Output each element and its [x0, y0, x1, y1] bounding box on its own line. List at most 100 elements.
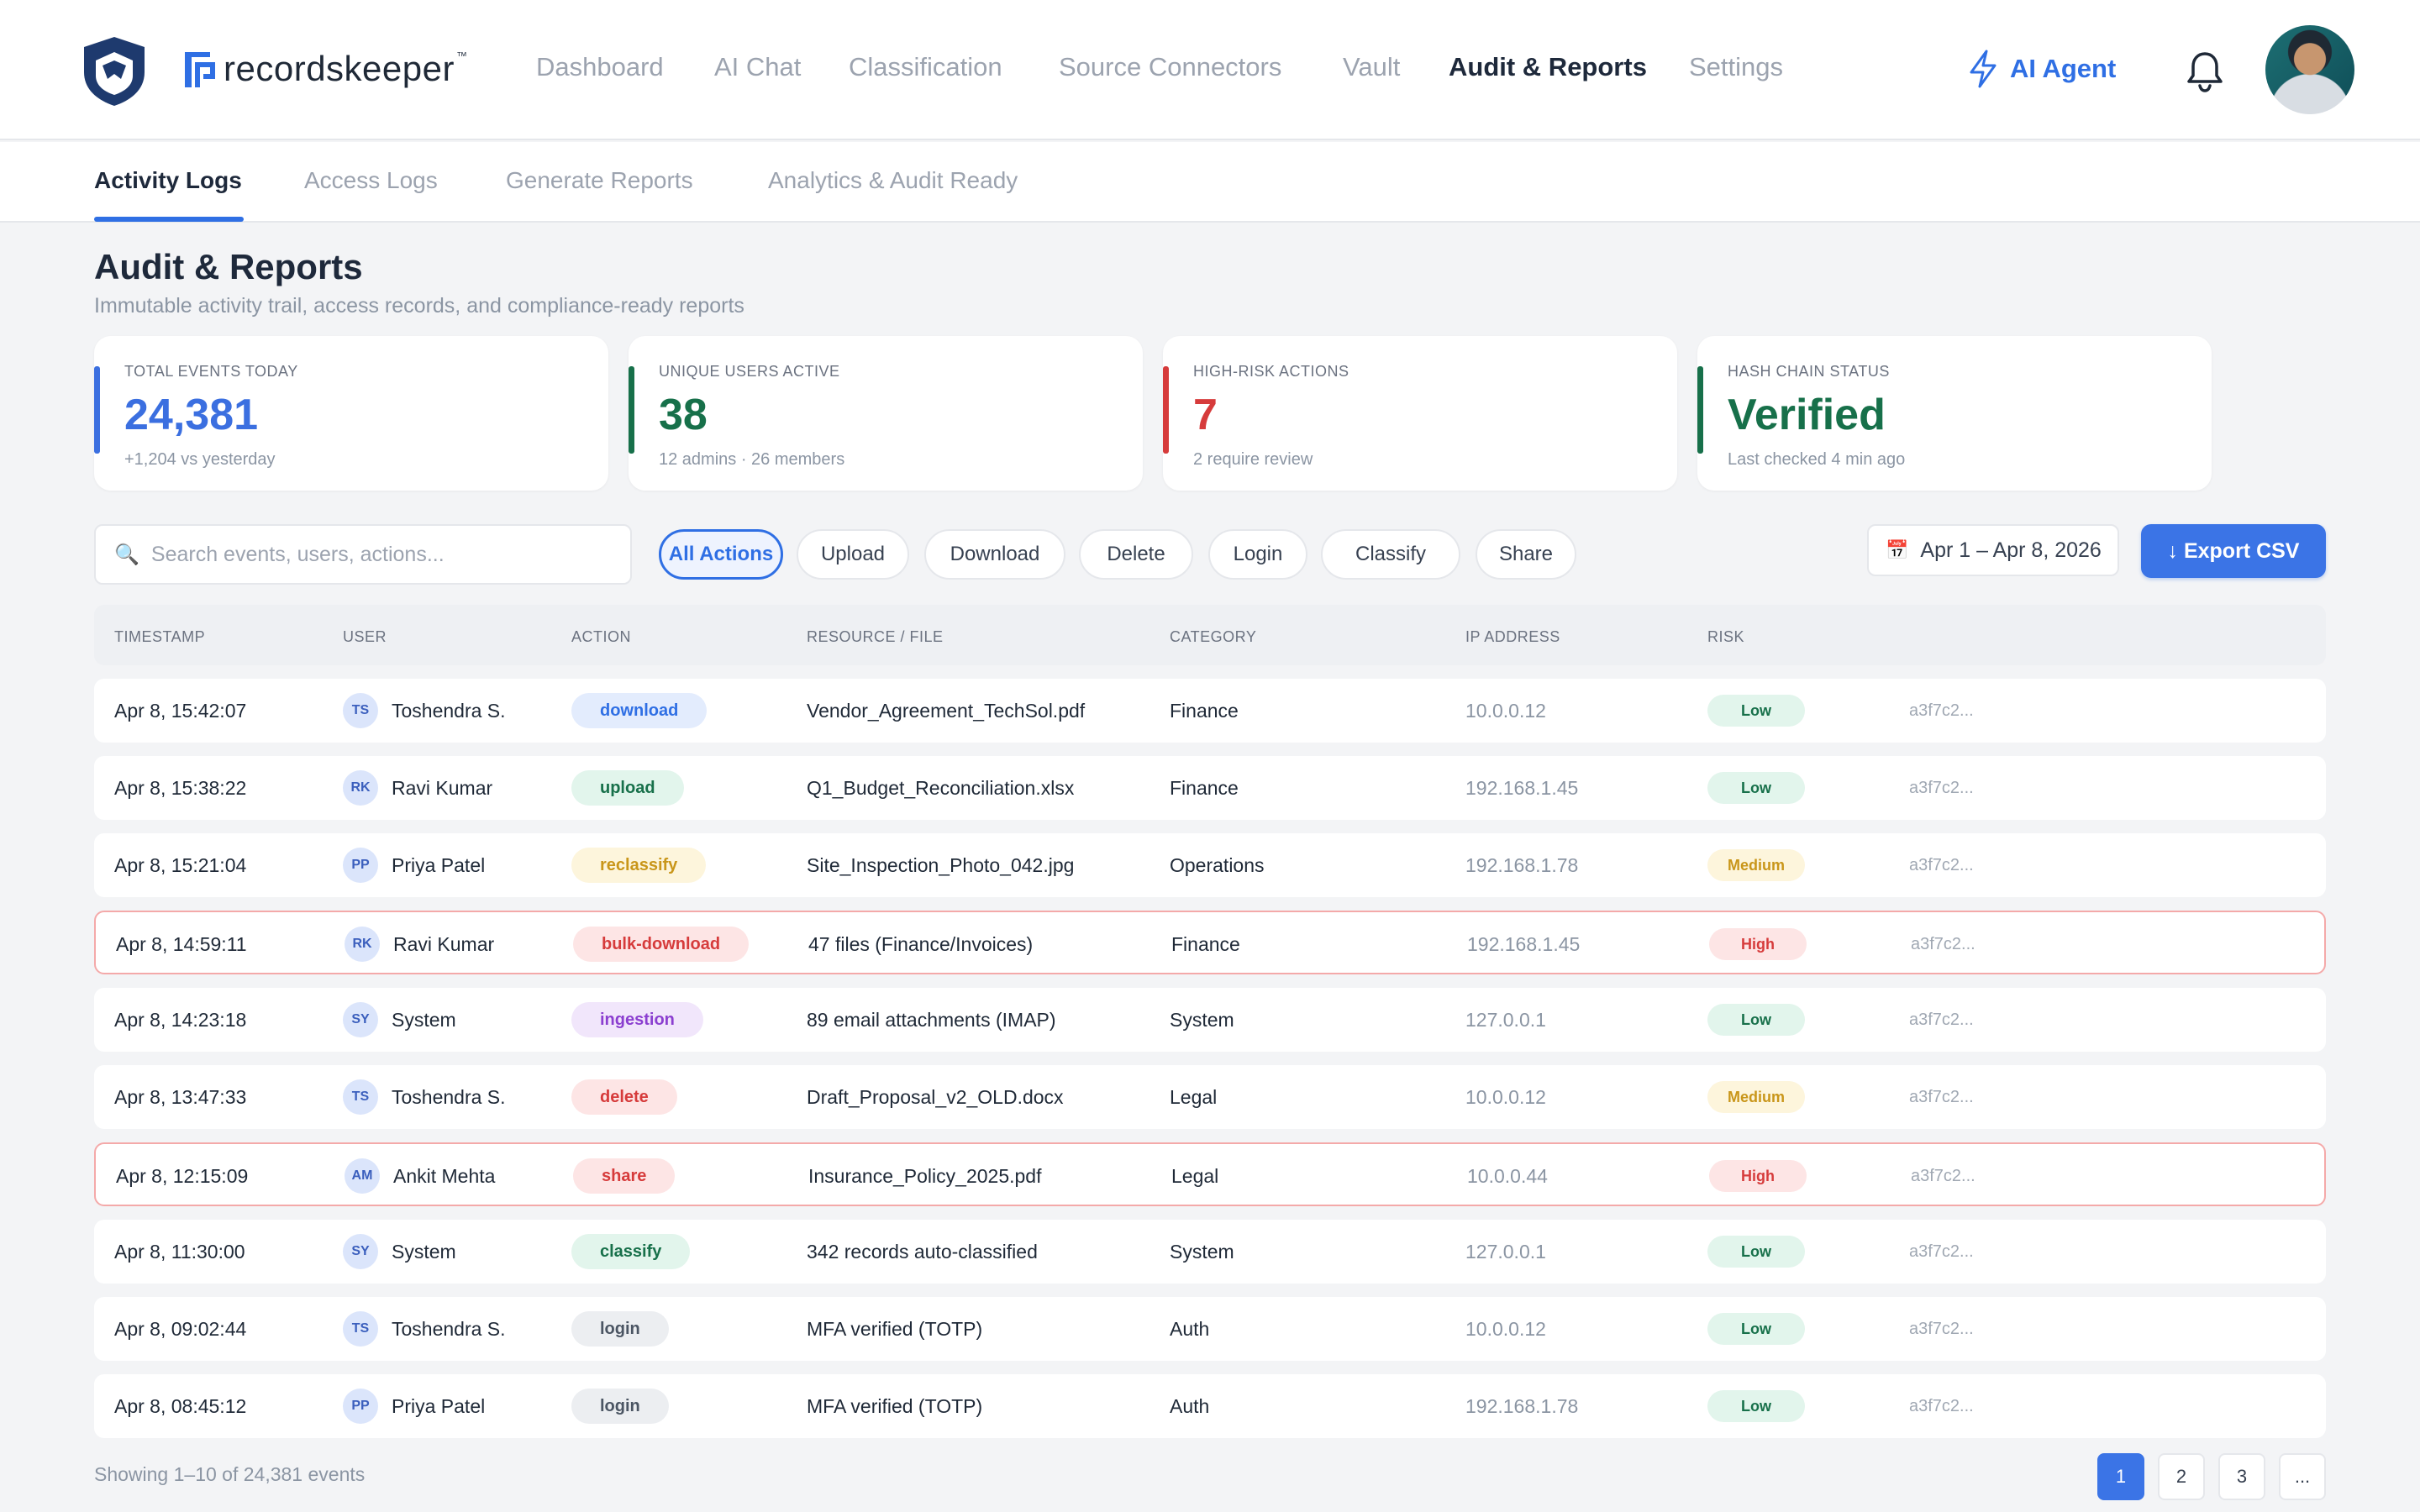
page-button-3[interactable]: 3: [2218, 1453, 2265, 1500]
cell-user: RK Ravi Kumar: [345, 912, 494, 976]
nav-source-connectors[interactable]: Source Connectors: [1059, 52, 1282, 81]
cell-risk: High: [1709, 912, 1807, 976]
cell-category: System: [1170, 1240, 1234, 1263]
cell-user: PP Priya Patel: [343, 833, 485, 897]
cell-hash: a3f7c2...: [1909, 855, 1974, 874]
page-button-1[interactable]: 1: [2097, 1453, 2144, 1500]
filter-chip-all-actions[interactable]: All Actions: [659, 529, 783, 580]
cell-user: AM Ankit Mehta: [345, 1144, 495, 1208]
ai-agent-label: AI Agent: [2010, 54, 2117, 83]
cell-category: Auth: [1170, 1317, 1210, 1340]
cell-hash: a3f7c2...: [1909, 1319, 1974, 1338]
tab-activity-logs[interactable]: Activity Logs: [94, 167, 242, 193]
table-row[interactable]: Apr 8, 15:42:07 TS Toshendra S. download Ven…: [94, 679, 2326, 743]
cell-risk: High: [1709, 1144, 1807, 1208]
cell-timestamp: Apr 8, 13:47:33: [114, 1085, 247, 1108]
risk-badge: Low: [1707, 1390, 1805, 1422]
table-row[interactable]: Apr 8, 13:47:33 TS Toshendra S. delete Draft…: [94, 1065, 2326, 1129]
table-row[interactable]: Apr 8, 11:30:00 SY System classify 342 recor…: [94, 1220, 2326, 1284]
table-row[interactable]: Apr 8, 12:15:09 AM Ankit Mehta share Insuran…: [94, 1142, 2326, 1206]
stat-note: 12 admins · 26 members: [659, 450, 845, 469]
cell-action: upload: [571, 756, 684, 820]
search-input[interactable]: [150, 542, 622, 567]
cell-resource: 47 files (Finance/Invoices): [808, 932, 1034, 955]
cell-resource: Draft_Proposal_v2_OLD.docx: [807, 1085, 1064, 1108]
nav-vault[interactable]: Vault: [1343, 52, 1401, 81]
filter-chip-delete[interactable]: Delete: [1079, 529, 1193, 580]
bell-icon[interactable]: [2185, 49, 2225, 92]
cell-ip-address: 192.168.1.78: [1465, 1394, 1579, 1417]
column-header-ip-address[interactable]: IP Address: [1465, 628, 1560, 645]
column-header-user[interactable]: User: [343, 628, 387, 645]
stat-accent-bar: [94, 366, 100, 454]
cell-hash: a3f7c2...: [1909, 701, 1974, 720]
risk-badge: Low: [1707, 1236, 1805, 1268]
filter-chip-upload[interactable]: Upload: [797, 529, 909, 580]
user-avatar[interactable]: [2265, 25, 2354, 114]
table-row[interactable]: Apr 8, 15:21:04 PP Priya Patel reclassify Si…: [94, 833, 2326, 897]
cell-category: Finance: [1170, 699, 1239, 722]
cell-risk: Low: [1707, 1374, 1805, 1438]
risk-badge: Medium: [1707, 1081, 1805, 1113]
table-row[interactable]: Apr 8, 15:38:22 RK Ravi Kumar upload Q1_Budg…: [94, 756, 2326, 820]
tab-generate-reports[interactable]: Generate Reports: [506, 167, 693, 193]
cell-category: Finance: [1170, 776, 1239, 799]
tab-analytics-audit-ready[interactable]: Analytics & Audit Ready: [768, 167, 1018, 193]
risk-badge: High: [1709, 1160, 1807, 1192]
page-button-more[interactable]: ...: [2279, 1453, 2326, 1500]
cell-hash: a3f7c2...: [1909, 1087, 1974, 1106]
tab-access-logs[interactable]: Access Logs: [304, 167, 438, 193]
brand-logo[interactable]: recordskeeper ™: [183, 44, 467, 94]
cell-action: ingestion: [571, 988, 703, 1052]
nav-settings[interactable]: Settings: [1689, 52, 1784, 81]
column-header-category[interactable]: Category: [1170, 628, 1257, 645]
ai-agent-button[interactable]: AI Agent: [1966, 49, 2116, 89]
table-row[interactable]: Apr 8, 08:45:12 PP Priya Patel login MFA ver…: [94, 1374, 2326, 1438]
cell-timestamp: Apr 8, 15:21:04: [114, 853, 247, 876]
cell-user: TS Toshendra S.: [343, 1297, 506, 1361]
filter-chip-login[interactable]: Login: [1208, 529, 1307, 580]
cell-action: share: [573, 1144, 676, 1208]
table-header: Timestamp User Action Resource / File Ca…: [94, 605, 2326, 665]
risk-badge: Medium: [1707, 849, 1805, 881]
page-button-2[interactable]: 2: [2158, 1453, 2205, 1500]
column-header-action[interactable]: Action: [571, 628, 632, 645]
date-range-value: Apr 1 – Apr 8, 2026: [1920, 538, 2102, 562]
user-name: Ravi Kumar: [393, 932, 495, 955]
column-header-risk[interactable]: Risk: [1707, 628, 1745, 645]
column-header-resource[interactable]: Resource / File: [807, 628, 944, 645]
cell-action: login: [571, 1374, 669, 1438]
cell-ip-address: 10.0.0.12: [1465, 699, 1546, 722]
user-initials-avatar: AM: [345, 1158, 380, 1194]
nav-dashboard[interactable]: Dashboard: [536, 52, 664, 81]
stat-card-unique-users: Unique Users Active 38 12 admins · 26 me…: [629, 336, 1143, 491]
search-box: 🔍: [94, 524, 632, 585]
stat-value: 38: [659, 391, 708, 439]
shield-logo-icon[interactable]: [81, 35, 148, 108]
cell-action: classify: [571, 1220, 691, 1284]
cell-ip-address: 192.168.1.45: [1465, 776, 1579, 799]
date-range-picker[interactable]: 📅 Apr 1 – Apr 8, 2026: [1867, 524, 2119, 576]
stat-label: Total Events Today: [124, 363, 298, 380]
cell-timestamp: Apr 8, 14:23:18: [114, 1008, 247, 1031]
cell-timestamp: Apr 8, 12:15:09: [116, 1164, 249, 1187]
user-name: Toshendra S.: [392, 699, 506, 722]
cell-timestamp: Apr 8, 09:02:44: [114, 1317, 247, 1340]
table-row[interactable]: Apr 8, 14:59:11 RK Ravi Kumar bulk-download…: [94, 911, 2326, 974]
cell-timestamp: Apr 8, 08:45:12: [114, 1394, 247, 1417]
nav-audit-reports[interactable]: Audit & Reports: [1449, 52, 1647, 81]
stat-note: Last checked 4 min ago: [1728, 450, 1906, 469]
column-header-timestamp[interactable]: Timestamp: [114, 628, 206, 645]
cell-ip-address: 127.0.0.1: [1465, 1008, 1546, 1031]
filter-chip-download[interactable]: Download: [924, 529, 1065, 580]
filter-chip-share[interactable]: Share: [1476, 529, 1576, 580]
cell-risk: Medium: [1707, 1065, 1805, 1129]
nav-classification[interactable]: Classification: [849, 52, 1002, 81]
export-csv-button[interactable]: ↓ Export CSV: [2141, 524, 2326, 578]
table-row[interactable]: Apr 8, 09:02:44 TS Toshendra S. login MFA ve…: [94, 1297, 2326, 1361]
filter-chip-classify[interactable]: Classify: [1321, 529, 1460, 580]
nav-ai-chat[interactable]: AI Chat: [714, 52, 802, 81]
user-initials-avatar: SY: [343, 1234, 378, 1269]
action-badge: login: [571, 1311, 669, 1347]
table-row[interactable]: Apr 8, 14:23:18 SY System ingestion 89 email…: [94, 988, 2326, 1052]
